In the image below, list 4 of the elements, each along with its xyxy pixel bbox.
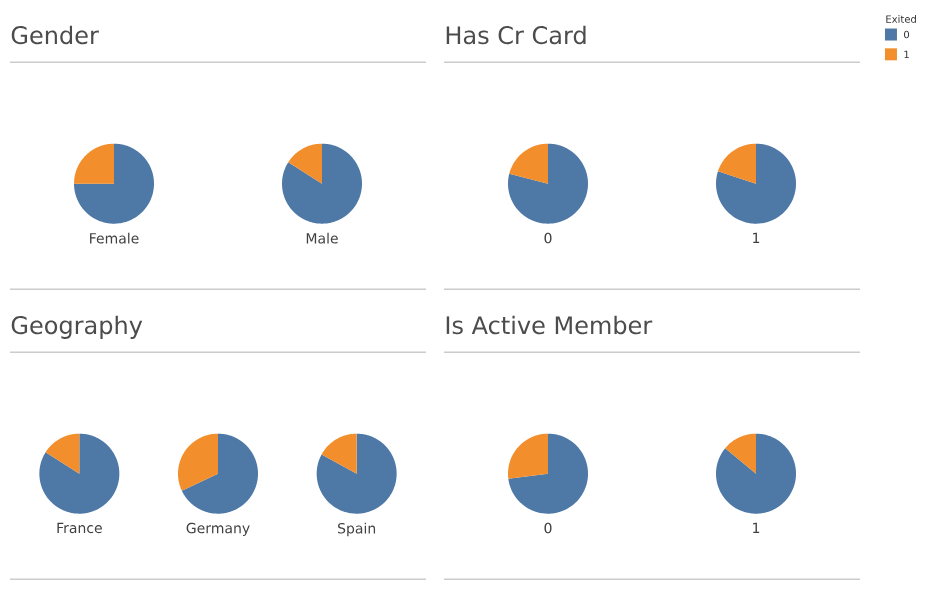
chart-title: Is Active Member [446,315,653,335]
chart-title: Has Cr Card [446,25,586,45]
chart-title: Geography [11,315,143,339]
chart-title: Gender [11,25,99,45]
